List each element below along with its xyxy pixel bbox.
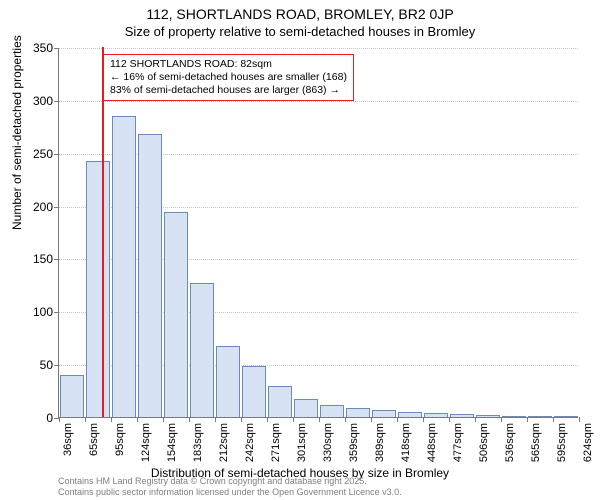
xtick-label: 242sqm [244, 423, 256, 462]
xtick-label: 95sqm [114, 423, 126, 456]
xtick-label: 359sqm [348, 423, 360, 462]
chart-title-address: 112, SHORTLANDS ROAD, BROMLEY, BR2 0JP [0, 6, 600, 22]
xtick-label: 330sqm [322, 423, 334, 462]
histogram-bar [242, 366, 266, 417]
histogram-bar [164, 212, 188, 417]
xtick-label: 565sqm [530, 423, 542, 462]
xtick-mark [397, 417, 398, 422]
annot-line-2: ← 16% of semi-detached houses are smalle… [110, 71, 347, 84]
histogram-bar [190, 283, 214, 417]
xtick-label: 418sqm [400, 423, 412, 462]
xtick-label: 506sqm [478, 423, 490, 462]
chart-title-desc: Size of property relative to semi-detach… [0, 24, 600, 39]
xtick-label: 624sqm [582, 423, 594, 462]
histogram-bar [294, 399, 318, 417]
xtick-label: 477sqm [452, 423, 464, 462]
histogram-bar [346, 408, 370, 418]
histogram-bar [502, 416, 526, 417]
gridline [59, 48, 578, 49]
xtick-mark [345, 417, 346, 422]
xtick-mark [423, 417, 424, 422]
xtick-mark [475, 417, 476, 422]
ytick-mark [54, 154, 59, 155]
xtick-mark [189, 417, 190, 422]
ytick-mark [54, 312, 59, 313]
ytick-mark [54, 101, 59, 102]
xtick-label: 389sqm [374, 423, 386, 462]
ytick-mark [54, 207, 59, 208]
histogram-bar [320, 405, 344, 417]
xtick-mark [553, 417, 554, 422]
xtick-mark [137, 417, 138, 422]
gridline [59, 365, 578, 366]
histogram-bar [372, 410, 396, 417]
histogram-bar [554, 416, 578, 417]
xtick-mark [85, 417, 86, 422]
gridline [59, 259, 578, 260]
ytick-label: 150 [33, 252, 53, 266]
xtick-label: 65sqm [88, 423, 100, 456]
histogram-bar [268, 386, 292, 417]
xtick-label: 124sqm [140, 423, 152, 462]
annot-line-3: 83% of semi-detached houses are larger (… [110, 84, 347, 97]
histogram-bar [138, 134, 162, 417]
credits: Contains HM Land Registry data © Crown c… [58, 476, 402, 498]
xtick-mark [371, 417, 372, 422]
gridline [59, 312, 578, 313]
ytick-label: 200 [33, 200, 53, 214]
histogram-bar [60, 375, 84, 417]
annot-line-1: 112 SHORTLANDS ROAD: 82sqm [110, 58, 347, 71]
xtick-mark [527, 417, 528, 422]
histogram-bar [476, 415, 500, 417]
plot-area: 05010015020025030035036sqm65sqm95sqm124s… [58, 48, 578, 418]
xtick-label: 301sqm [296, 423, 308, 462]
histogram-bar [112, 116, 136, 417]
xtick-label: 595sqm [556, 423, 568, 462]
ytick-label: 50 [40, 358, 53, 372]
y-axis-label: Number of semi-detached properties [10, 35, 24, 230]
xtick-mark [319, 417, 320, 422]
xtick-label: 448sqm [426, 423, 438, 462]
ytick-label: 100 [33, 305, 53, 319]
xtick-mark [449, 417, 450, 422]
xtick-mark [215, 417, 216, 422]
xtick-mark [241, 417, 242, 422]
ytick-mark [54, 365, 59, 366]
property-marker-line [102, 47, 104, 417]
annotation-box: 112 SHORTLANDS ROAD: 82sqm ← 16% of semi… [103, 54, 354, 101]
histogram-bar [86, 161, 110, 417]
histogram-bar [450, 414, 474, 417]
xtick-mark [501, 417, 502, 422]
ytick-mark [54, 259, 59, 260]
xtick-mark [111, 417, 112, 422]
xtick-mark [59, 417, 60, 422]
xtick-mark [579, 417, 580, 422]
xtick-mark [267, 417, 268, 422]
histogram-bar [398, 412, 422, 417]
ytick-label: 250 [33, 147, 53, 161]
xtick-mark [293, 417, 294, 422]
ytick-label: 0 [46, 411, 53, 425]
gridline [59, 207, 578, 208]
gridline [59, 154, 578, 155]
xtick-label: 154sqm [166, 423, 178, 462]
xtick-label: 212sqm [218, 423, 230, 462]
xtick-mark [163, 417, 164, 422]
histogram-bar [528, 416, 552, 417]
ytick-label: 300 [33, 94, 53, 108]
credits-line-2: Contains public sector information licen… [58, 487, 402, 498]
xtick-label: 36sqm [62, 423, 74, 456]
ytick-label: 350 [33, 41, 53, 55]
xtick-label: 183sqm [192, 423, 204, 462]
histogram-bar [424, 413, 448, 417]
xtick-label: 536sqm [504, 423, 516, 462]
xtick-label: 271sqm [270, 423, 282, 462]
credits-line-1: Contains HM Land Registry data © Crown c… [58, 476, 402, 487]
property-size-chart: 112, SHORTLANDS ROAD, BROMLEY, BR2 0JP S… [0, 0, 600, 500]
histogram-bar [216, 346, 240, 417]
ytick-mark [54, 48, 59, 49]
